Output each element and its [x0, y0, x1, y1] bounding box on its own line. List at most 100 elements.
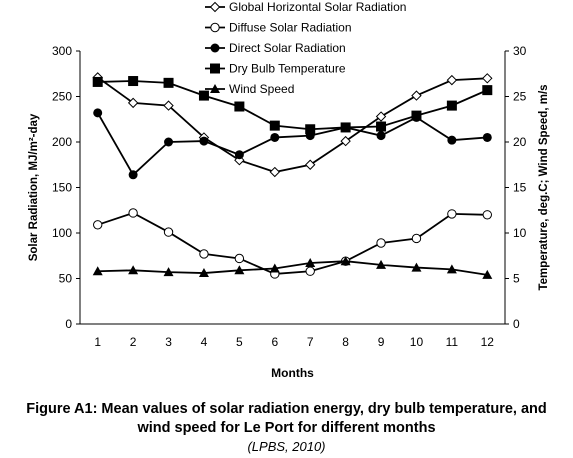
data-point	[340, 122, 351, 133]
data-point	[163, 77, 174, 88]
data-point	[305, 124, 316, 135]
data-point	[305, 266, 315, 276]
series-0	[92, 72, 493, 178]
data-point	[411, 233, 422, 244]
data-point	[164, 137, 174, 147]
data-point	[128, 170, 138, 180]
data-point	[482, 73, 493, 84]
series-line-1	[97, 212, 488, 275]
series-line-2	[96, 112, 488, 177]
data-point	[199, 136, 209, 146]
data-point	[163, 227, 174, 237]
legend-marker	[210, 43, 220, 53]
data-point	[128, 265, 139, 275]
data-point	[92, 266, 103, 276]
right-axis-tick-label: 5	[513, 272, 520, 286]
data-point	[198, 90, 209, 101]
series-4	[92, 256, 493, 279]
data-point	[411, 90, 422, 101]
data-point	[163, 100, 174, 111]
data-point	[234, 265, 245, 275]
data-point	[93, 220, 103, 230]
x-axis-tick-label: 6	[271, 335, 278, 349]
data-point	[376, 121, 387, 132]
data-point	[127, 97, 139, 109]
x-axis-tick-label: 1	[94, 335, 101, 349]
data-point	[411, 110, 422, 121]
left-axis-tick-label: 200	[52, 135, 72, 149]
data-point	[269, 166, 280, 178]
series-line-3	[97, 80, 488, 131]
x-axis-tick-label: 4	[201, 335, 208, 349]
data-point	[234, 101, 245, 112]
left-axis-tick-label: 100	[52, 226, 72, 240]
left-axis-tick-label: 50	[59, 272, 73, 286]
data-point	[482, 269, 493, 279]
data-point	[482, 210, 492, 220]
legend-marker	[210, 63, 220, 74]
data-point	[447, 135, 457, 145]
legend-marker	[209, 1, 221, 13]
right-axis-tick-label: 10	[513, 226, 527, 240]
data-point	[92, 76, 103, 87]
data-point	[234, 253, 245, 264]
series-line-4	[97, 260, 488, 276]
data-point	[482, 132, 492, 142]
data-point	[446, 264, 457, 274]
x-axis-tick-label: 11	[446, 335, 459, 349]
data-point	[376, 259, 387, 269]
x-axis-tick-label: 5	[236, 335, 243, 349]
left-axis-tick-label: 250	[52, 90, 72, 104]
x-axis-tick-label: 3	[165, 335, 172, 349]
x-axis-tick-label: 10	[410, 335, 424, 349]
data-point	[269, 263, 280, 273]
data-point	[93, 108, 103, 118]
data-point	[446, 100, 457, 111]
right-axis-tick-label: 15	[513, 181, 527, 195]
legend-label: Wind Speed	[229, 82, 294, 96]
data-point	[340, 256, 351, 266]
data-point	[446, 74, 458, 86]
figure-source: (LPBS, 2010)	[247, 439, 326, 454]
data-point	[447, 209, 457, 219]
data-point	[376, 238, 386, 248]
x-axis-title: Months	[271, 366, 314, 380]
right-axis-title: Temperature, deg.C; Wind Speed, m/s	[538, 84, 550, 290]
left-axis-title: Solar Radiation, MJ/m²-day	[28, 113, 40, 261]
data-point	[411, 262, 422, 272]
x-axis-tick-label: 7	[307, 335, 314, 349]
data-point	[305, 258, 316, 268]
data-point	[305, 159, 316, 170]
data-point	[482, 85, 493, 96]
data-point	[163, 267, 174, 277]
right-axis-tick-label: 0	[513, 317, 520, 331]
x-axis-tick-label: 8	[342, 335, 349, 349]
figure-caption-line-1: Figure A1: Mean values of solar radiatio…	[26, 401, 547, 417]
legend-label: Dry Bulb Temperature	[229, 62, 346, 76]
data-point	[199, 249, 209, 259]
data-point	[128, 208, 138, 218]
right-axis-tick-label: 25	[513, 90, 527, 104]
data-point	[270, 132, 280, 142]
x-axis-tick-label: 2	[130, 335, 137, 349]
data-point	[269, 120, 280, 131]
legend-label: Diffuse Solar Radiation	[229, 21, 352, 35]
data-point	[198, 268, 209, 278]
right-axis-tick-label: 30	[513, 44, 527, 58]
data-point	[234, 150, 244, 160]
x-axis-tick-label: 12	[481, 335, 495, 349]
figure-caption-line-2: wind speed for Le Port for different mon…	[137, 420, 436, 436]
data-point	[128, 76, 139, 87]
legend-label: Direct Solar Radiation	[229, 41, 346, 55]
legend-label: Global Horizontal Solar Radiation	[229, 0, 406, 14]
left-axis-tick-label: 0	[65, 317, 72, 331]
data-point	[375, 111, 387, 122]
x-axis-tick-label: 9	[378, 335, 385, 349]
right-axis-tick-label: 20	[513, 135, 527, 149]
legend-marker	[210, 22, 220, 33]
legend-marker	[210, 84, 220, 93]
data-point	[376, 131, 386, 141]
left-axis-tick-label: 150	[52, 181, 72, 195]
series-line-0	[97, 76, 488, 173]
